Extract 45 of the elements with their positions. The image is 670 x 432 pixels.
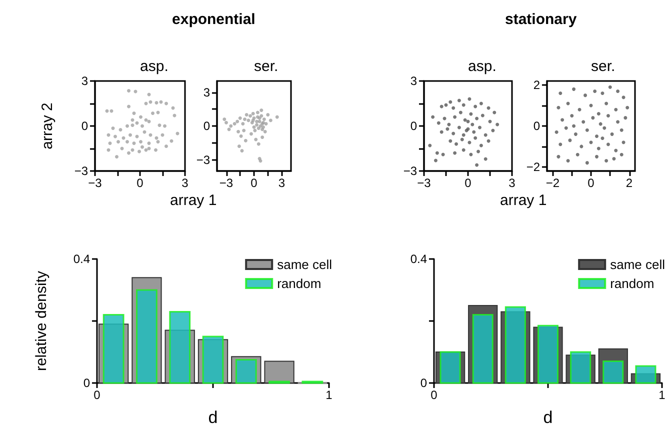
y-tick-label: −3	[403, 164, 418, 178]
y-tick-label: 0	[410, 119, 418, 133]
y-tick-label: 0	[203, 119, 210, 133]
y-tick-label: −3	[196, 152, 210, 167]
x-tick-label: 0	[94, 388, 101, 402]
chart-title: ser.	[590, 58, 616, 75]
y-axis-title: array 2	[39, 102, 56, 150]
chart-title: asp.	[468, 58, 496, 75]
y-tick-label: 0.4	[73, 252, 90, 266]
x-tick-label: −2	[546, 176, 560, 190]
x-tick-label: 3	[508, 176, 516, 190]
y-tick-label: 0	[81, 119, 88, 133]
y-tick-label: 0	[533, 119, 540, 133]
x-tick-label: 1	[326, 388, 333, 402]
x-axis-title: array 1	[170, 192, 217, 209]
x-axis-title: d	[208, 408, 218, 427]
legend-label: same cell	[610, 257, 666, 272]
y-tick-label: 3	[410, 74, 418, 88]
chart-title: ser.	[254, 58, 278, 75]
legend-label: random	[610, 276, 654, 291]
x-axis-title: d	[543, 408, 553, 427]
y-tick-label: 3	[81, 74, 88, 88]
y-tick-label: 3	[203, 85, 210, 100]
x-tick-label: 3	[278, 176, 286, 190]
y-axis-title: relative density	[33, 270, 50, 372]
x-tick-label: 0	[464, 176, 472, 190]
text: stationary	[504, 11, 578, 28]
legend-label: random	[277, 276, 322, 291]
text: exponential	[172, 11, 256, 28]
x-tick-label: 0	[430, 388, 438, 402]
y-tick-label: −2	[526, 160, 540, 174]
x-tick-label: −3	[219, 176, 234, 190]
y-tick-label: 0.4	[410, 252, 428, 266]
x-tick-label: 3	[182, 176, 189, 190]
x-tick-label: 0	[250, 176, 258, 190]
y-tick-label: 2	[533, 78, 540, 92]
chart-title: asp.	[140, 58, 168, 75]
x-tick-label: 2	[626, 176, 633, 190]
x-tick-label: 0	[136, 176, 144, 190]
y-tick-label: −3	[74, 164, 88, 178]
x-tick-label: 0	[588, 176, 595, 190]
x-axis-title: array 1	[500, 192, 547, 209]
legend-label: same cell	[277, 257, 332, 272]
y-tick-label: 0	[83, 376, 90, 390]
x-tick-label: 1	[658, 388, 666, 402]
